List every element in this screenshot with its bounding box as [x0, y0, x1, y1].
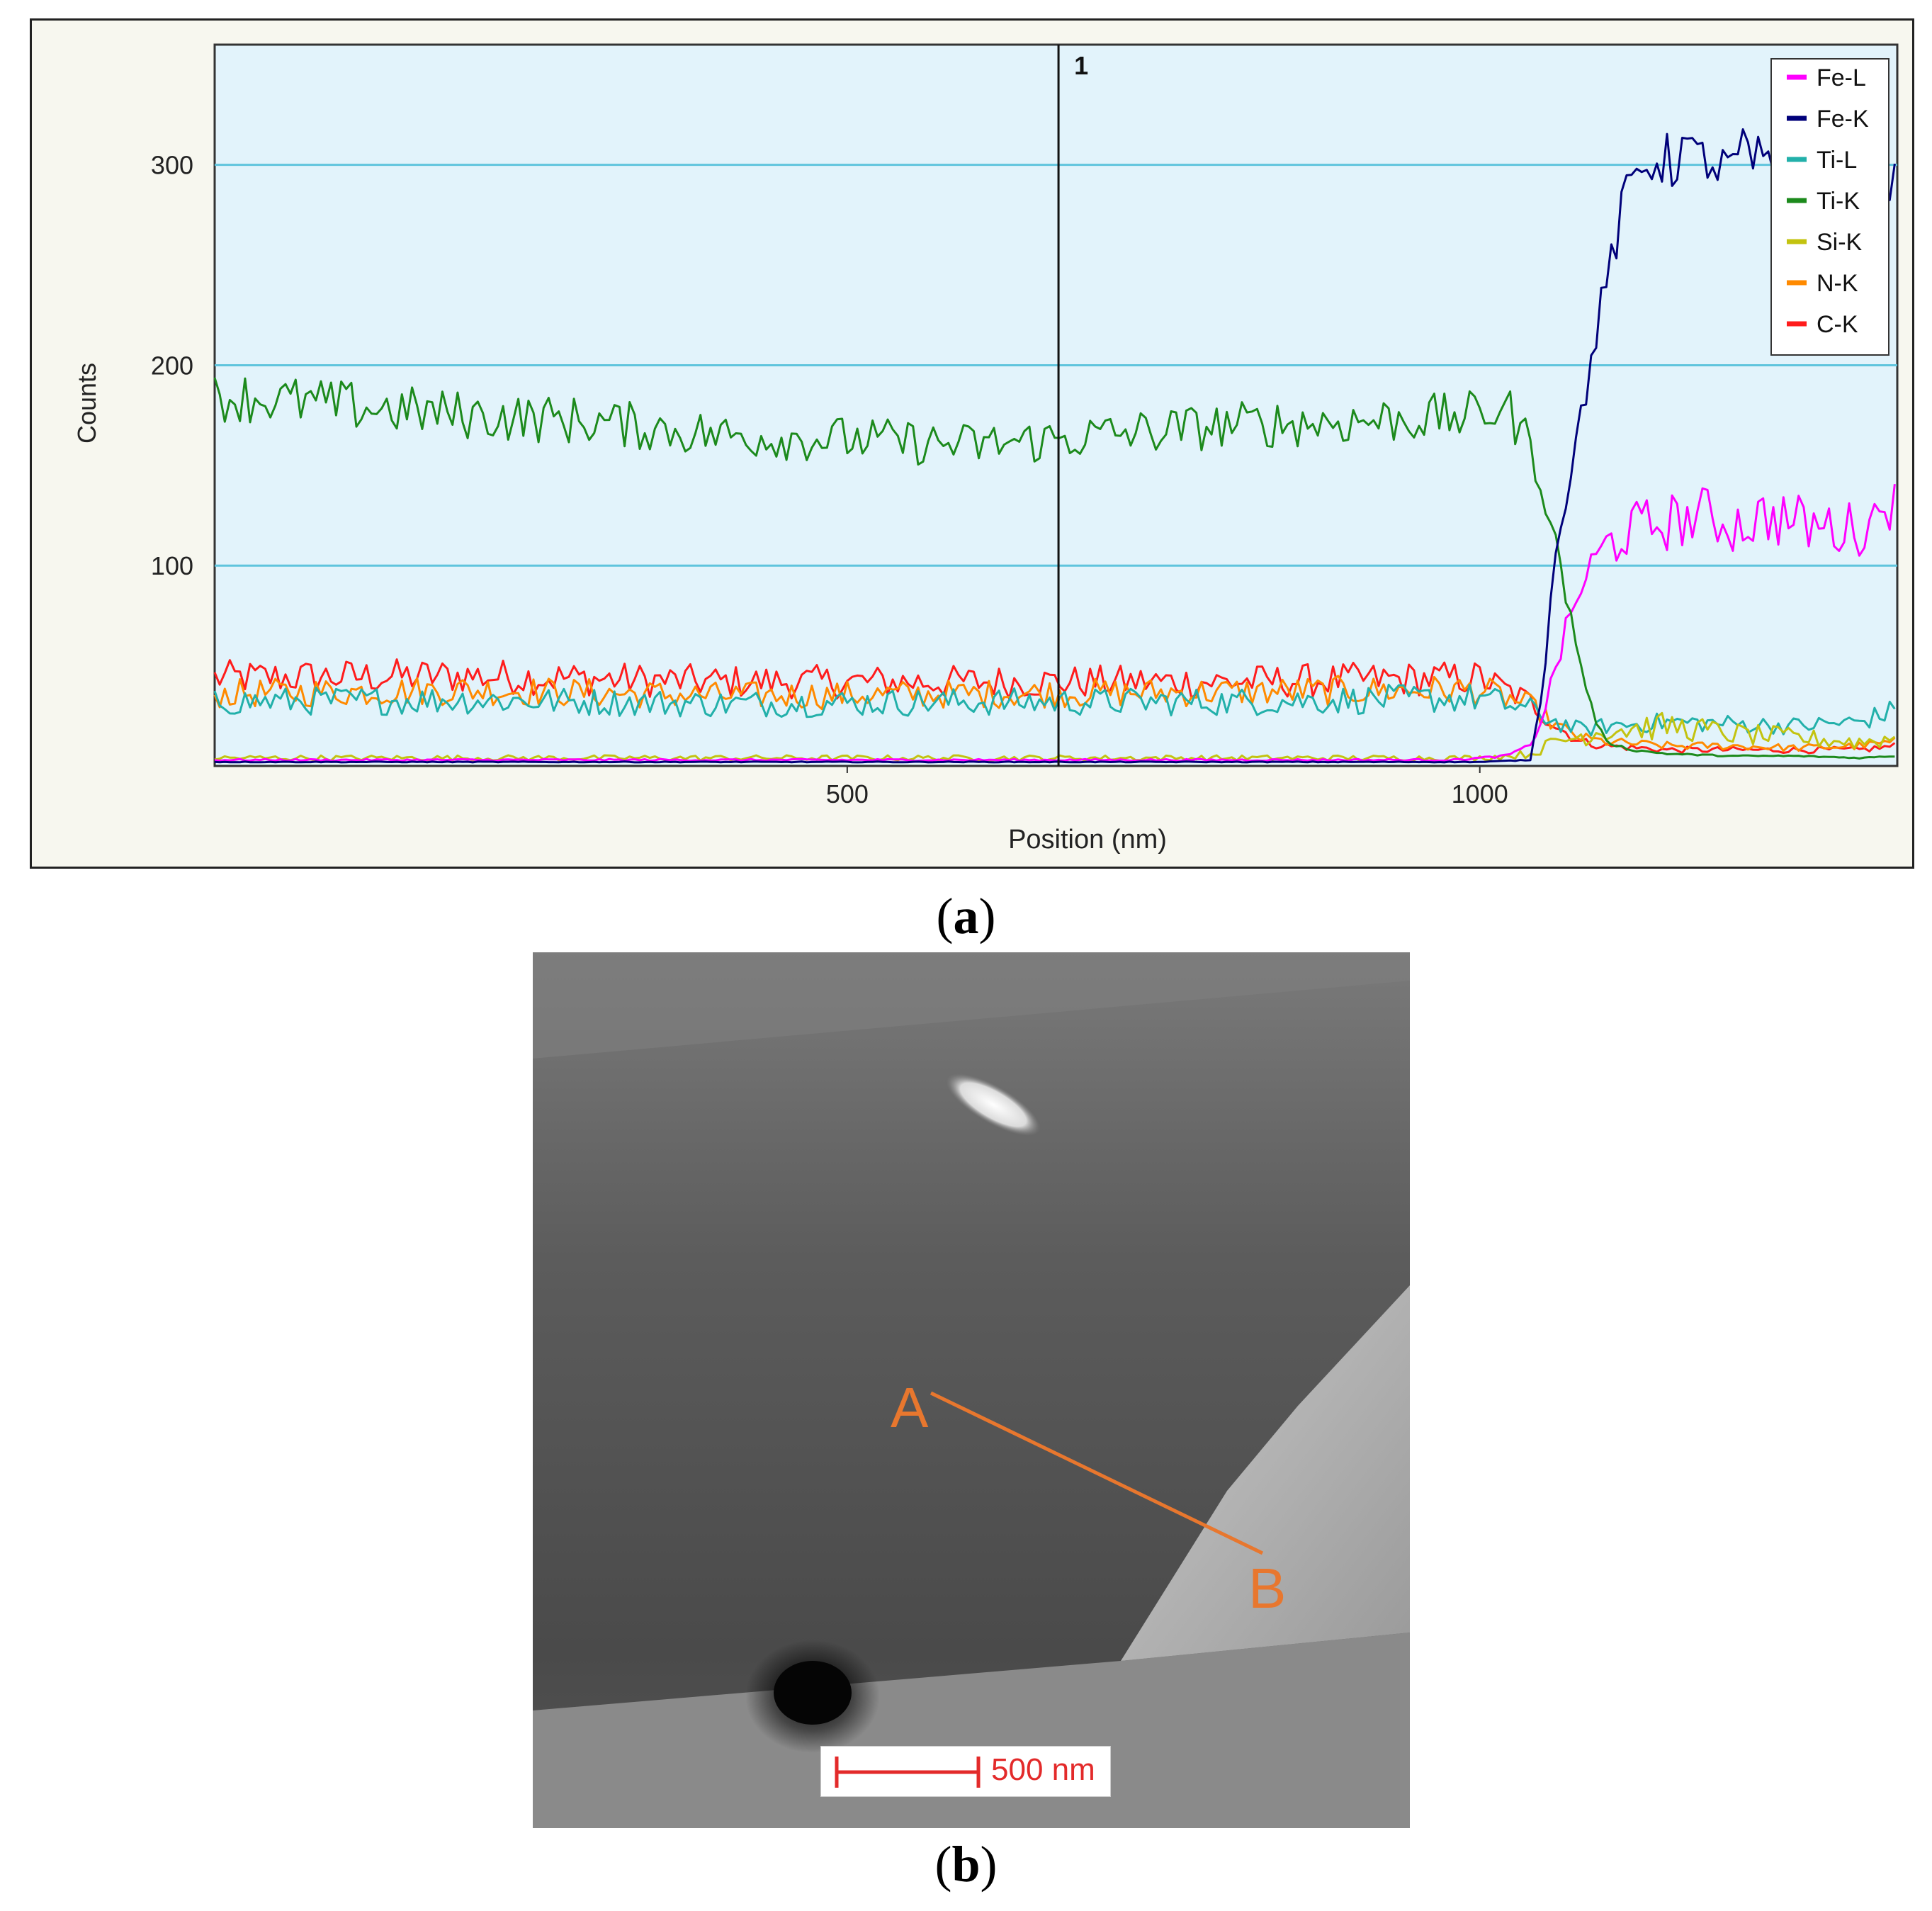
scale-bar-label: 500 nm [991, 1752, 1095, 1787]
dark-particle-core [774, 1661, 852, 1725]
upper-grain-region [533, 952, 1410, 1059]
scale-bar-graphic [835, 1757, 981, 1788]
bright-inclusion [946, 1073, 1041, 1136]
legend-box [1770, 58, 1889, 356]
point-b-label: B [1248, 1557, 1286, 1620]
y-tick-label: 100 [151, 551, 193, 580]
lower-band-region [533, 1633, 1410, 1828]
series-line-ti-l [213, 683, 1896, 737]
scan-line-a-b [930, 1391, 1264, 1555]
panel-a-caption: (a) [936, 888, 996, 945]
legend-label: Fe-L [1817, 64, 1866, 91]
y-tick-label: 300 [151, 151, 193, 180]
line-chart: 100 200 300 500 1000 1 Fe-L Fe-K Ti-L Ti-K Si-K N… [72, 43, 1899, 855]
plot-area [213, 43, 1899, 767]
chart-panel-frame: 100 200 300 500 1000 1 Fe-L Fe-K Ti-L Ti-K Si-K N… [30, 18, 1914, 869]
y-tick-label: 200 [151, 351, 193, 380]
panel-b-caption: (b) [934, 1836, 998, 1893]
position-marker-label: 1 [1074, 51, 1088, 80]
legend-label: Ti-L [1817, 147, 1857, 174]
panel-a-caption-label: a [953, 888, 979, 945]
legend-label: C-K [1817, 311, 1858, 338]
y-axis-label: Counts [72, 363, 101, 444]
legend-label: Fe-K [1817, 106, 1869, 133]
series-line-n-k [213, 675, 1896, 752]
legend-label: N-K [1817, 270, 1858, 297]
x-tick-label: 500 [826, 779, 869, 808]
series-line-fe-l [214, 484, 1896, 762]
x-axis-label: Position (nm) [1008, 825, 1167, 855]
point-a-label: A [891, 1376, 929, 1439]
right-bright-grain [1121, 1285, 1410, 1661]
series-line-fe-k [214, 128, 1896, 764]
legend-label: Ti-K [1817, 188, 1860, 215]
tem-micrograph: A B [533, 952, 1410, 1828]
panel-b-caption-label: b [951, 1836, 981, 1893]
legend-label: Si-K [1817, 229, 1863, 256]
series-line-ti-k [213, 377, 1895, 760]
x-tick-label: 1000 [1452, 779, 1508, 808]
scale-bar: 500 nm [820, 1746, 1111, 1797]
